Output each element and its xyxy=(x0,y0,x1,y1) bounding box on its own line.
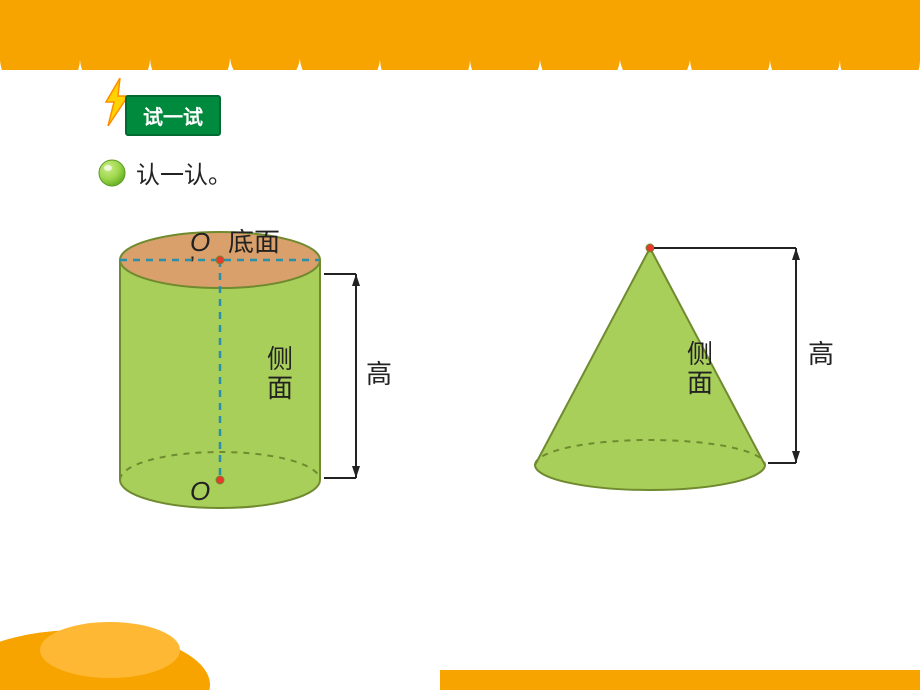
cyl-center-top-sub: ’ xyxy=(190,253,195,277)
cyl-top-label: 底面 xyxy=(228,228,280,257)
cyl-center-bottom-label: O xyxy=(190,477,210,506)
figure-area: O ’ 底面 侧面 高 O 侧面 高 xyxy=(0,230,920,570)
bullet-row: 认一认。 xyxy=(98,155,232,190)
cyl-side-label: 侧面 xyxy=(265,345,295,402)
cone-side-label: 侧面 xyxy=(685,340,715,397)
try-badge: 试一试 xyxy=(125,95,221,136)
cone-figure: 侧面 高 xyxy=(530,240,850,530)
cone-height-label: 高 xyxy=(808,340,834,369)
bottom-decor xyxy=(0,600,920,690)
top-cloud-border xyxy=(0,0,920,70)
bullet-icon xyxy=(98,159,126,187)
cyl-height-label: 高 xyxy=(366,360,392,389)
bullet-label: 认一认。 xyxy=(136,155,232,190)
cylinder-figure: O ’ 底面 侧面 高 O xyxy=(110,230,420,530)
